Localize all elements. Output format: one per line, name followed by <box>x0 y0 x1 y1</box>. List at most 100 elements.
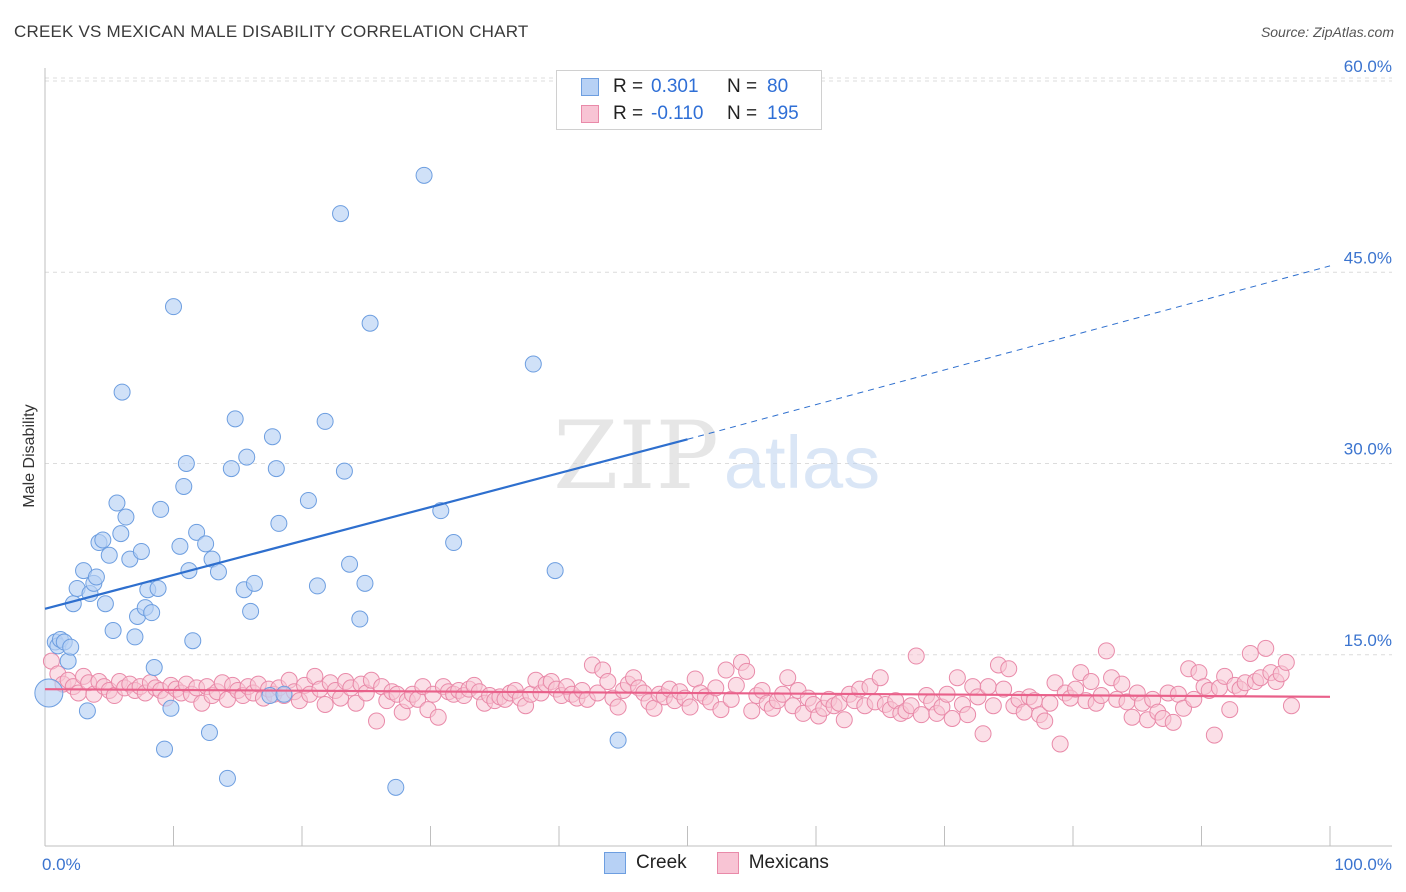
creek-point <box>104 622 122 640</box>
creek-point <box>78 702 96 720</box>
y-tick-label: 30.0% <box>1344 440 1392 459</box>
creek-point <box>108 494 126 512</box>
creek-point <box>200 724 218 742</box>
creek-point <box>145 659 163 676</box>
creek-point <box>546 562 564 580</box>
mexicans-point <box>743 702 761 720</box>
mexicans-point <box>712 701 730 719</box>
creek-point <box>299 491 317 509</box>
mexicans-point <box>1041 694 1059 712</box>
watermark-atlas: atlas <box>724 421 880 504</box>
mexicans-point <box>969 688 987 706</box>
mexicans-trend-line <box>44 688 1331 698</box>
r-value: -0.110 <box>651 103 704 124</box>
mexicans-point <box>738 662 756 680</box>
r-value: 0.301 <box>651 76 699 97</box>
creek-point <box>387 778 405 796</box>
mexicans-point <box>943 710 961 727</box>
watermark-zip: ZIP <box>553 402 719 511</box>
creek-point <box>197 535 215 553</box>
gridlines <box>45 77 1392 656</box>
n-label: N = <box>727 76 758 97</box>
creek-point <box>415 166 433 184</box>
legend-item-creek[interactable]: Creek <box>604 852 687 874</box>
creek-point <box>143 604 161 622</box>
r-label: R = <box>613 103 644 124</box>
tick-labels: 15.0% 30.0% 45.0% 60.0% 0.0% 100.0% <box>42 57 1392 874</box>
creek-point <box>171 537 189 555</box>
legend-row-creek: R = 0.301 N = 80 <box>581 75 788 99</box>
creek-point <box>209 563 227 581</box>
creek-point <box>242 602 260 620</box>
y-tick-label: 45.0% <box>1344 248 1392 267</box>
creek-point <box>87 568 105 586</box>
creek-point <box>165 298 182 316</box>
creek-point <box>126 628 144 646</box>
mexicans-point <box>1082 673 1100 691</box>
y-tick-label: 60.0% <box>1344 57 1392 76</box>
mexicans-point <box>1282 697 1300 715</box>
creek-point <box>226 410 244 428</box>
mexicans-point <box>717 661 735 679</box>
mexicans-point <box>1036 712 1054 730</box>
mexicans-swatch <box>716 852 739 874</box>
legend-row-mexicans: R = -0.110 N = 195 <box>581 102 799 126</box>
creek-points <box>34 166 627 796</box>
x-tick-label: 100.0% <box>1334 855 1392 874</box>
mexicans-point <box>609 698 627 716</box>
legend-label-mexicans: Mexicans <box>748 852 829 873</box>
watermark: ZIP atlas <box>553 402 880 511</box>
mexicans-point <box>1067 680 1085 698</box>
mexicans-point <box>871 669 889 687</box>
creek-point <box>175 477 193 495</box>
creek-point <box>59 652 77 670</box>
creek-point <box>245 574 263 592</box>
mexicans-point <box>1113 675 1131 693</box>
mexicans-point <box>1097 642 1115 660</box>
creek-point <box>270 514 288 532</box>
chart-title: CREEK VS MEXICAN MALE DISABILITY CORRELA… <box>14 22 529 41</box>
mexicans-swatch <box>581 105 599 123</box>
creek-point <box>361 314 379 332</box>
mexicans-point <box>948 669 966 687</box>
mexicans-point <box>1221 701 1239 719</box>
y-tick-label: 15.0% <box>1344 631 1392 650</box>
n-label: N = <box>727 103 758 124</box>
mexicans-point <box>1257 639 1275 657</box>
mexicans-point <box>984 697 1002 715</box>
mexicans-point <box>1205 726 1223 744</box>
creek-point <box>62 638 80 656</box>
mexicans-point <box>959 706 977 724</box>
n-value: 195 <box>767 103 799 124</box>
mexicans-point <box>1277 653 1295 671</box>
legend-label-creek: Creek <box>636 852 687 873</box>
creek-point <box>218 769 236 787</box>
mexicans-point <box>995 680 1013 698</box>
creek-point <box>609 731 627 749</box>
creek-point <box>188 523 206 541</box>
mexicans-point <box>727 676 745 694</box>
creek-point <box>335 462 353 480</box>
creek-point <box>316 412 334 430</box>
legend-item-mexicans[interactable]: Mexicans <box>716 852 829 874</box>
creek-trend-extension <box>687 265 1331 440</box>
creek-point <box>132 542 150 560</box>
creek-point <box>162 699 180 717</box>
creek-point <box>524 355 542 373</box>
mexicans-point <box>368 712 386 730</box>
creek-point <box>341 555 359 573</box>
creek-point <box>184 632 202 650</box>
creek-point <box>117 508 135 526</box>
mexicans-point <box>1051 735 1069 753</box>
creek-swatch <box>604 852 626 874</box>
mexicans-point <box>912 706 930 724</box>
mexicans-point <box>707 679 725 697</box>
mexicans-point <box>599 673 617 691</box>
creek-point <box>263 428 281 446</box>
mexicans-point <box>1241 644 1259 662</box>
n-value: 80 <box>767 76 789 97</box>
axes <box>44 68 1392 847</box>
mexicans-point <box>429 708 447 726</box>
x-tick-label: 0.0% <box>42 855 81 874</box>
